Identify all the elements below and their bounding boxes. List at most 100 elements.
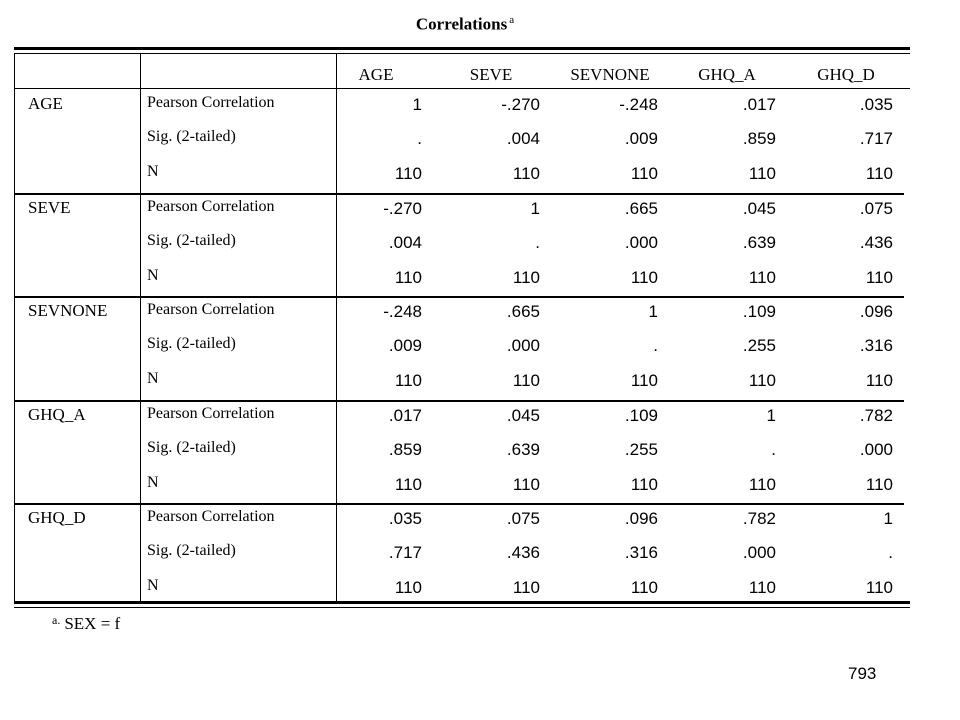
cell-pearson-ghq_a: 1 (766, 405, 776, 425)
cell-sig-ghq_d: .000 (859, 439, 893, 459)
row-group-rule (14, 399, 904, 402)
cell-pearson-seve: .045 (506, 405, 540, 425)
cell-n-ghq_a: 110 (748, 267, 776, 287)
column-header-age: AGE (358, 65, 394, 84)
stat-label: N (147, 163, 159, 180)
cell-n-ghq_d: 110 (865, 578, 893, 597)
cell-sig-ghq_d: .316 (859, 336, 893, 355)
cell-pearson-sevnone: .096 (624, 509, 658, 528)
cell-pearson-ghq_d: .035 (859, 95, 893, 114)
cell-sig-age: .004 (388, 232, 422, 252)
stat-label: Sig. (2-tailed) (147, 542, 236, 559)
left-border (14, 54, 15, 602)
cell-pearson-ghq_a: .045 (742, 198, 776, 218)
cell-n-ghq_a: 110 (748, 371, 776, 390)
cell-n-ghq_a: 110 (748, 578, 776, 597)
cell-sig-sevnone: .316 (624, 543, 658, 562)
row-variable-ghq_a: GHQ_A (28, 404, 86, 424)
stat-label: N (147, 266, 159, 284)
cell-sig-seve: .436 (506, 543, 540, 562)
cell-pearson-age: 1 (412, 95, 422, 114)
cell-pearson-sevnone: 1 (648, 302, 658, 321)
cell-n-sevnone: 110 (630, 267, 658, 287)
stat-label: N (147, 370, 159, 387)
cell-sig-seve: . (535, 232, 540, 252)
cell-sig-sevnone: . (653, 336, 658, 355)
cell-pearson-age: .035 (388, 509, 422, 528)
cell-n-ghq_a: 110 (748, 164, 776, 183)
stat-label: N (147, 577, 159, 594)
cell-n-sevnone: 110 (630, 164, 658, 183)
stat-label: Sig. (2-tailed) (147, 438, 236, 456)
stat-label: Sig. (2-tailed) (147, 128, 236, 145)
bottom-rule-thin (14, 607, 910, 608)
stat-label: Pearson Correlation (147, 508, 275, 525)
cell-pearson-ghq_d: .782 (859, 405, 893, 425)
cell-n-ghq_d: 110 (865, 267, 893, 287)
table-title: Correlations a (0, 14, 930, 35)
top-rule-thin (14, 53, 910, 54)
stub-divider (140, 54, 141, 602)
cell-n-age: 110 (394, 578, 422, 597)
row-variable-ghq_d: GHQ_D (28, 508, 86, 527)
cell-n-age: 110 (394, 371, 422, 390)
table-title-text: Correlations (415, 14, 508, 34)
footnote-mark: a. (52, 613, 61, 627)
cell-sig-ghq_a: .639 (742, 232, 776, 252)
cell-pearson-sevnone: .665 (624, 198, 658, 218)
cell-sig-age: .717 (388, 543, 422, 562)
cell-n-seve: 110 (512, 164, 540, 183)
cell-sig-ghq_a: . (771, 439, 776, 459)
cell-sig-seve: .000 (506, 336, 540, 355)
stat-label: Pearson Correlation (147, 404, 275, 422)
footnote-text: SEX = f (64, 614, 121, 633)
cell-n-ghq_d: 110 (865, 474, 893, 494)
cell-pearson-ghq_d: 1 (883, 509, 893, 528)
cell-pearson-sevnone: -.248 (619, 95, 658, 114)
row-variable-sevnone: SEVNONE (28, 301, 108, 320)
cell-pearson-ghq_a: .782 (742, 509, 776, 528)
cell-sig-ghq_a: .000 (742, 543, 776, 562)
cell-pearson-age: .017 (388, 405, 422, 425)
stat-label: N (147, 473, 159, 491)
top-rule-thick (14, 47, 910, 50)
cell-pearson-seve: .075 (506, 509, 540, 528)
cell-pearson-ghq_d: .075 (859, 198, 893, 218)
row-variable-age: AGE (28, 94, 63, 113)
header-rule (14, 88, 910, 89)
cell-sig-sevnone: .009 (624, 129, 658, 148)
row-variable-seve: SEVE (28, 197, 71, 217)
cell-n-seve: 110 (512, 371, 540, 390)
cell-sig-age: . (417, 129, 422, 148)
cell-n-sevnone: 110 (630, 578, 658, 597)
cell-sig-sevnone: .255 (624, 439, 658, 459)
cell-sig-seve: .004 (506, 129, 540, 148)
column-header-sevnone: SEVNONE (570, 65, 650, 84)
cell-sig-ghq_d: .717 (859, 129, 893, 148)
cell-n-seve: 110 (512, 267, 540, 287)
cell-n-sevnone: 110 (630, 474, 658, 494)
row-group-rule (14, 192, 904, 195)
cell-sig-ghq_a: .859 (742, 129, 776, 148)
cell-n-age: 110 (394, 164, 422, 183)
stat-label: Sig. (2-tailed) (147, 231, 236, 249)
cell-n-ghq_a: 110 (748, 474, 776, 494)
cell-pearson-ghq_a: .109 (742, 302, 776, 321)
cell-pearson-seve: 1 (530, 198, 540, 218)
cell-sig-age: .009 (388, 336, 422, 355)
cell-pearson-ghq_d: .096 (859, 302, 893, 321)
cell-pearson-age: -.248 (383, 302, 422, 321)
cell-n-seve: 110 (512, 474, 540, 494)
cell-n-age: 110 (394, 267, 422, 287)
cell-n-seve: 110 (512, 578, 540, 597)
cell-pearson-seve: .665 (506, 302, 540, 321)
stat-label: Pearson Correlation (147, 94, 275, 111)
row-group-rule (14, 296, 904, 298)
title-footnote-mark: a (509, 14, 515, 26)
data-divider (336, 54, 337, 602)
cell-n-age: 110 (394, 474, 422, 494)
cell-pearson-ghq_a: .017 (742, 95, 776, 114)
cell-pearson-sevnone: .109 (624, 405, 658, 425)
page-number: 793 (848, 664, 877, 683)
stat-label: Pearson Correlation (147, 197, 275, 215)
